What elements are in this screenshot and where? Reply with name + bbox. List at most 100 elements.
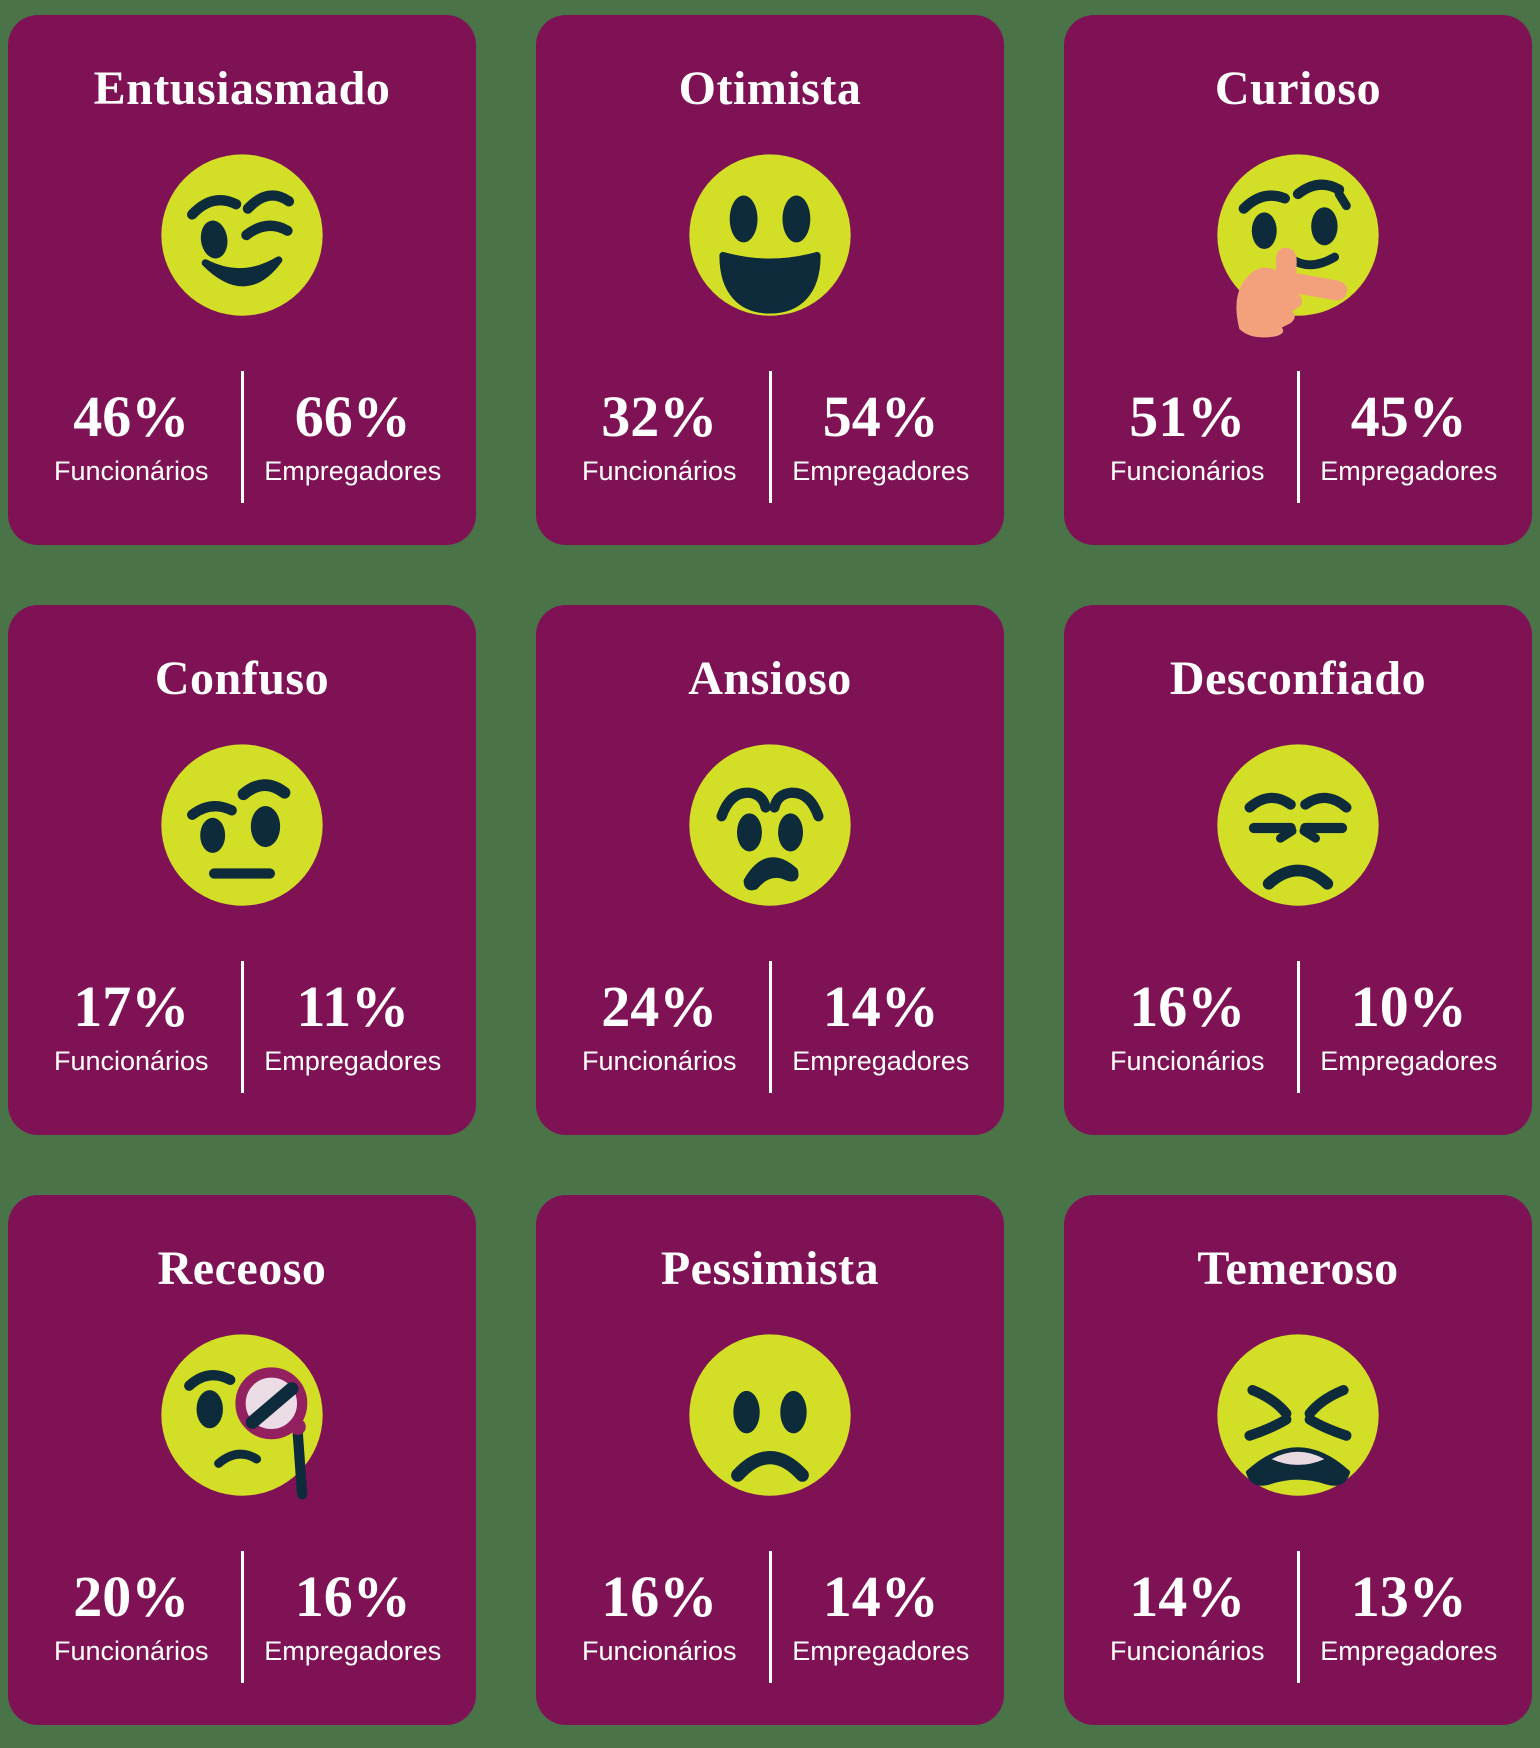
stats-row: 32% Funcionários 54% Empregadores [550,371,990,503]
emotion-card-receoso: Receoso 20% Funcionários 16% Empregador [8,1195,476,1725]
stats-row: 24% Funcionários 14% Empregadores [550,961,990,1093]
confounded-face-icon [1210,1330,1386,1506]
stats-row: 17% Funcionários 11% Empregadores [22,961,462,1093]
employers-stat: 10% Empregadores [1300,973,1519,1077]
stat-divider [768,371,772,503]
stat-divider [768,1551,772,1683]
employers-stat: 14% Empregadores [772,1563,991,1667]
employees-label: Funcionários [53,1045,209,1076]
stat-divider [1296,961,1300,1093]
employees-percentage: 20% [73,1563,190,1629]
stat-divider [240,371,244,503]
employers-stat: 11% Empregadores [244,973,463,1077]
stats-row: 16% Funcionários 10% Empregadores [1078,961,1518,1093]
employees-label: Funcionários [53,1635,209,1666]
employers-percentage: 45% [1350,383,1467,449]
employers-stat: 66% Empregadores [244,383,463,487]
stat-divider [240,961,244,1093]
winking-face-icon [154,150,330,326]
employees-stat: 16% Funcionários [1078,973,1297,1077]
employees-label: Funcionários [1109,455,1265,486]
employees-stat: 46% Funcionários [22,383,241,487]
employees-label: Funcionários [1109,1635,1265,1666]
card-title: Pessimista [660,1242,880,1295]
employers-stat: 14% Empregadores [772,973,991,1077]
employers-label: Empregadores [264,455,442,486]
employees-stat: 24% Funcionários [550,973,769,1077]
stats-row: 20% Funcionários 16% Empregadores [22,1551,462,1683]
employees-label: Funcionários [53,455,209,486]
employers-percentage: 66% [294,383,411,449]
stats-row: 46% Funcionários 66% Empregadores [22,371,462,503]
card-title: Ansioso [688,652,852,705]
employers-percentage: 54% [822,383,939,449]
stats-row: 51% Funcionários 45% Empregadores [1078,371,1518,503]
employees-percentage: 14% [1129,1563,1246,1629]
stat-divider [240,1551,244,1683]
card-title: Curioso [1214,62,1382,115]
frowning-face-icon [682,1330,858,1506]
emotion-card-temeroso: Temeroso 14% Funcionários 13% Empregador… [1064,1195,1532,1725]
emotion-card-desconfiado: Desconfiado 16% Funcionários 10% Empreg [1064,605,1532,1135]
face-with-monocle-icon [154,1330,330,1506]
employees-label: Funcionários [1109,1045,1265,1076]
employers-label: Empregadores [792,455,970,486]
employers-stat: 45% Empregadores [1300,383,1519,487]
employers-percentage: 11% [296,973,410,1039]
card-title: Entusiasmado [93,62,391,115]
employers-label: Empregadores [264,1635,442,1666]
employees-stat: 17% Funcionários [22,973,241,1077]
employees-percentage: 51% [1129,383,1246,449]
unamused-face-icon [1210,740,1386,916]
employers-percentage: 14% [822,973,939,1039]
employees-label: Funcionários [581,1635,737,1666]
card-title: Desconfiado [1169,652,1427,705]
employees-percentage: 24% [601,973,718,1039]
card-title: Otimista [678,62,862,115]
emotion-card-otimista: Otimista 32% Funcionários 54% Empregador… [536,15,1004,545]
employers-label: Empregadores [1320,455,1498,486]
employees-stat: 14% Funcionários [1078,1563,1297,1667]
employers-stat: 54% Empregadores [772,383,991,487]
employers-label: Empregadores [264,1045,442,1076]
emotion-card-pessimista: Pessimista 16% Funcionários 14% Empregad… [536,1195,1004,1725]
worried-face-icon [682,740,858,916]
emotion-card-entusiasmado: Entusiasmado 46% Funcionários 66% Empreg… [8,15,476,545]
employers-percentage: 14% [822,1563,939,1629]
employers-stat: 13% Empregadores [1300,1563,1519,1667]
grinning-face-icon [682,150,858,326]
employers-label: Empregadores [1320,1045,1498,1076]
stat-divider [768,961,772,1093]
employers-percentage: 16% [294,1563,411,1629]
stats-row: 16% Funcionários 14% Empregadores [550,1551,990,1683]
stats-row: 14% Funcionários 13% Empregadores [1078,1551,1518,1683]
emotion-card-confuso: Confuso 17% Funcionários 11% Empregadore… [8,605,476,1135]
employers-stat: 16% Empregadores [244,1563,463,1667]
employees-stat: 16% Funcionários [550,1563,769,1667]
employees-percentage: 16% [1129,973,1246,1039]
stat-divider [1296,1551,1300,1683]
emotion-card-curioso: Curioso 51% Funcionários 45% Empregador [1064,15,1532,545]
employers-label: Empregadores [1320,1635,1498,1666]
stat-divider [1296,371,1300,503]
card-title: Receoso [157,1242,327,1295]
employees-label: Funcionários [581,455,737,486]
employees-percentage: 16% [601,1563,718,1629]
employers-label: Empregadores [792,1045,970,1076]
emotion-card-ansioso: Ansioso 24% Funcionários 14% Empregadore… [536,605,1004,1135]
face-with-raised-eyebrow-icon [154,740,330,916]
employees-percentage: 17% [73,973,190,1039]
employees-percentage: 32% [601,383,718,449]
employees-label: Funcionários [581,1045,737,1076]
card-title: Temeroso [1197,1242,1399,1295]
employers-percentage: 10% [1350,973,1467,1039]
employees-stat: 51% Funcionários [1078,383,1297,487]
thinking-face-icon [1210,150,1386,338]
employees-percentage: 46% [73,383,190,449]
employees-stat: 32% Funcionários [550,383,769,487]
employers-percentage: 13% [1350,1563,1467,1629]
employees-stat: 20% Funcionários [22,1563,241,1667]
card-title: Confuso [154,652,330,705]
employers-label: Empregadores [792,1635,970,1666]
